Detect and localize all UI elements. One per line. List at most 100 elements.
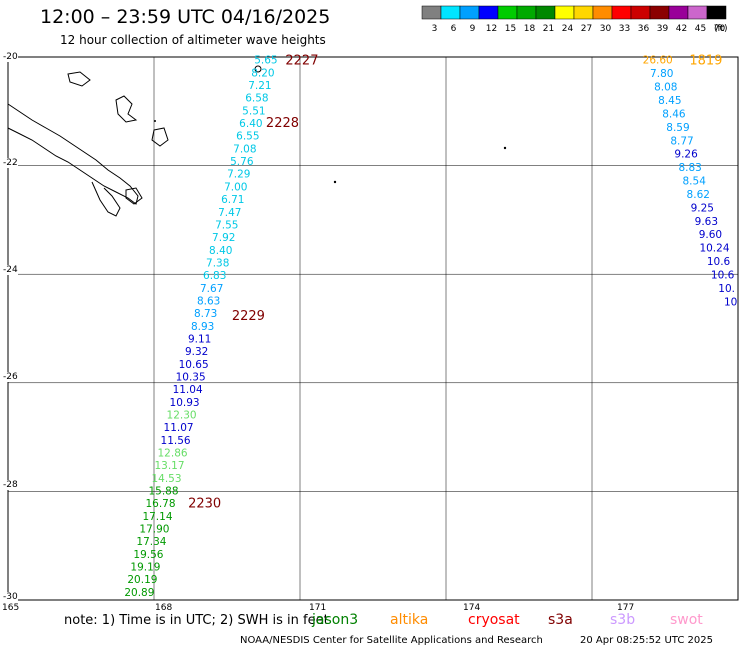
- legend-swatch: [706, 5, 727, 20]
- swh-value: 9.63: [695, 216, 718, 228]
- swh-value: 8.93: [191, 321, 214, 333]
- swh-value: 9.32: [185, 346, 208, 358]
- map-frame: [7, 56, 739, 601]
- swh-value: 17.90: [139, 524, 169, 536]
- lon-label-165: 165: [2, 603, 20, 613]
- swh-value: 5.76: [230, 156, 254, 168]
- swh-value: 6.55: [236, 131, 259, 143]
- swh-value: 8.40: [209, 245, 232, 257]
- swh-value: 8.62: [687, 189, 710, 201]
- swh-value: 16.78: [145, 498, 175, 510]
- swh-value: 7.08: [233, 143, 256, 155]
- sat-jason3: jason3: [312, 612, 359, 628]
- swh-value: 8.20: [251, 67, 274, 79]
- lat-label-24: -24: [3, 265, 18, 275]
- swh-value: 10.6: [707, 256, 731, 268]
- swh-value: 7.67: [200, 283, 223, 295]
- swh-value: 9.60: [699, 229, 722, 241]
- sat-s3a: s3a: [548, 612, 573, 628]
- swh-value: 7.38: [206, 257, 229, 269]
- swh-value: 8.77: [670, 135, 693, 147]
- legend-label: 39: [657, 24, 669, 34]
- swh-value: 8.73: [194, 308, 217, 320]
- legend-label: 12: [486, 24, 497, 34]
- swh-value: 7.21: [248, 80, 271, 92]
- swh-value: 8.54: [683, 176, 707, 188]
- swh-value: 17.14: [142, 511, 172, 523]
- coastline-loyalty-mare: [125, 187, 143, 205]
- swh-value: 20.89: [124, 587, 154, 599]
- swh-value: 11.56: [161, 435, 191, 447]
- swh-value: 7.55: [215, 219, 238, 231]
- swh-value: 13.17: [154, 460, 184, 472]
- swh-value: 8.08: [654, 82, 677, 94]
- swh-value: 10: [724, 296, 737, 308]
- swh-value: 8.59: [666, 122, 689, 134]
- legend-label: 15: [505, 24, 516, 34]
- swh-value: 10.93: [170, 397, 200, 409]
- lat-label-20: -20: [3, 52, 18, 62]
- color-legend: 3 6 9 12 15 18 21 24 27 30 33 36 39 42 45 70(ft): [421, 5, 728, 34]
- pass-time-label: 2230: [188, 496, 221, 511]
- islet: [503, 146, 507, 150]
- swh-value: 12.86: [158, 447, 188, 459]
- swh-value: 11.04: [173, 384, 203, 396]
- legend-label: 24: [562, 24, 574, 34]
- swh-value: 8.83: [678, 162, 701, 174]
- legend-label: 45: [695, 24, 706, 34]
- swh-value: 10.24: [699, 243, 729, 255]
- swh-value: 11.07: [164, 422, 194, 434]
- sat-swot: swot: [670, 612, 703, 628]
- pass-time-label: 2227: [285, 54, 318, 69]
- swh-value: 9.11: [188, 333, 211, 345]
- map-title: 12:00 – 23:59 UTC 04/16/2025: [40, 6, 331, 28]
- swh-value: 20.19: [127, 574, 157, 586]
- legend-label: 21: [543, 24, 554, 34]
- units-note: note: 1) Time is in UTC; 2) SWH is in fe…: [64, 613, 329, 628]
- pass-time-label: 1819: [689, 54, 722, 69]
- footer-timestamp: 20 Apr 08:25:52 UTC 2025: [580, 635, 713, 646]
- swh-value: 9.25: [691, 202, 714, 214]
- swh-value: 7.80: [650, 68, 673, 80]
- legend-label: 9: [470, 24, 476, 34]
- swh-value: 7.29: [227, 169, 250, 181]
- lat-label-26: -26: [3, 372, 18, 382]
- legend-label: 27: [581, 24, 592, 34]
- swh-value: 7.92: [212, 232, 235, 244]
- swh-value: 10.6: [711, 270, 735, 282]
- islet: [154, 120, 156, 122]
- legend-unit: (ft): [714, 24, 728, 34]
- sat-cryosat: cryosat: [468, 612, 520, 628]
- sat-s3b: s3b: [610, 612, 636, 628]
- lat-label-22: -22: [3, 158, 18, 168]
- coastline-new-caledonia-south: [91, 181, 121, 217]
- swh-value: 19.56: [133, 549, 163, 561]
- legend-label: 42: [676, 24, 687, 34]
- coastline-loyalty-lifou: [151, 127, 169, 147]
- swh-value: 10.35: [176, 371, 206, 383]
- sat-altika: altika: [390, 612, 429, 628]
- coastline-belep: [67, 71, 91, 87]
- swh-value: 10.: [718, 283, 735, 295]
- lon-label-168: 168: [155, 603, 173, 613]
- legend-label: 30: [600, 24, 612, 34]
- legend-label: 36: [638, 24, 650, 34]
- lon-label-174: 174: [463, 603, 481, 613]
- swh-value: 6.58: [245, 93, 268, 105]
- legend-label: 6: [451, 24, 457, 34]
- map-subtitle: 12 hour collection of altimeter wave hei…: [60, 33, 326, 47]
- swh-value: 6.83: [203, 270, 226, 282]
- swh-value: 5.51: [242, 105, 265, 117]
- swh-value: 14.53: [151, 473, 181, 485]
- lon-label-171: 171: [309, 603, 327, 613]
- swh-value: 17.34: [136, 536, 166, 548]
- legend-label: 18: [524, 24, 536, 34]
- pass-time-label: 2228: [266, 116, 299, 131]
- islet: [333, 180, 337, 184]
- legend-label: 3: [432, 24, 438, 34]
- coastline-loyalty-ouvea: [115, 95, 138, 123]
- swh-value: 26.60: [643, 55, 673, 67]
- islet-walpole: [254, 65, 262, 73]
- swh-value: 8.46: [662, 108, 686, 120]
